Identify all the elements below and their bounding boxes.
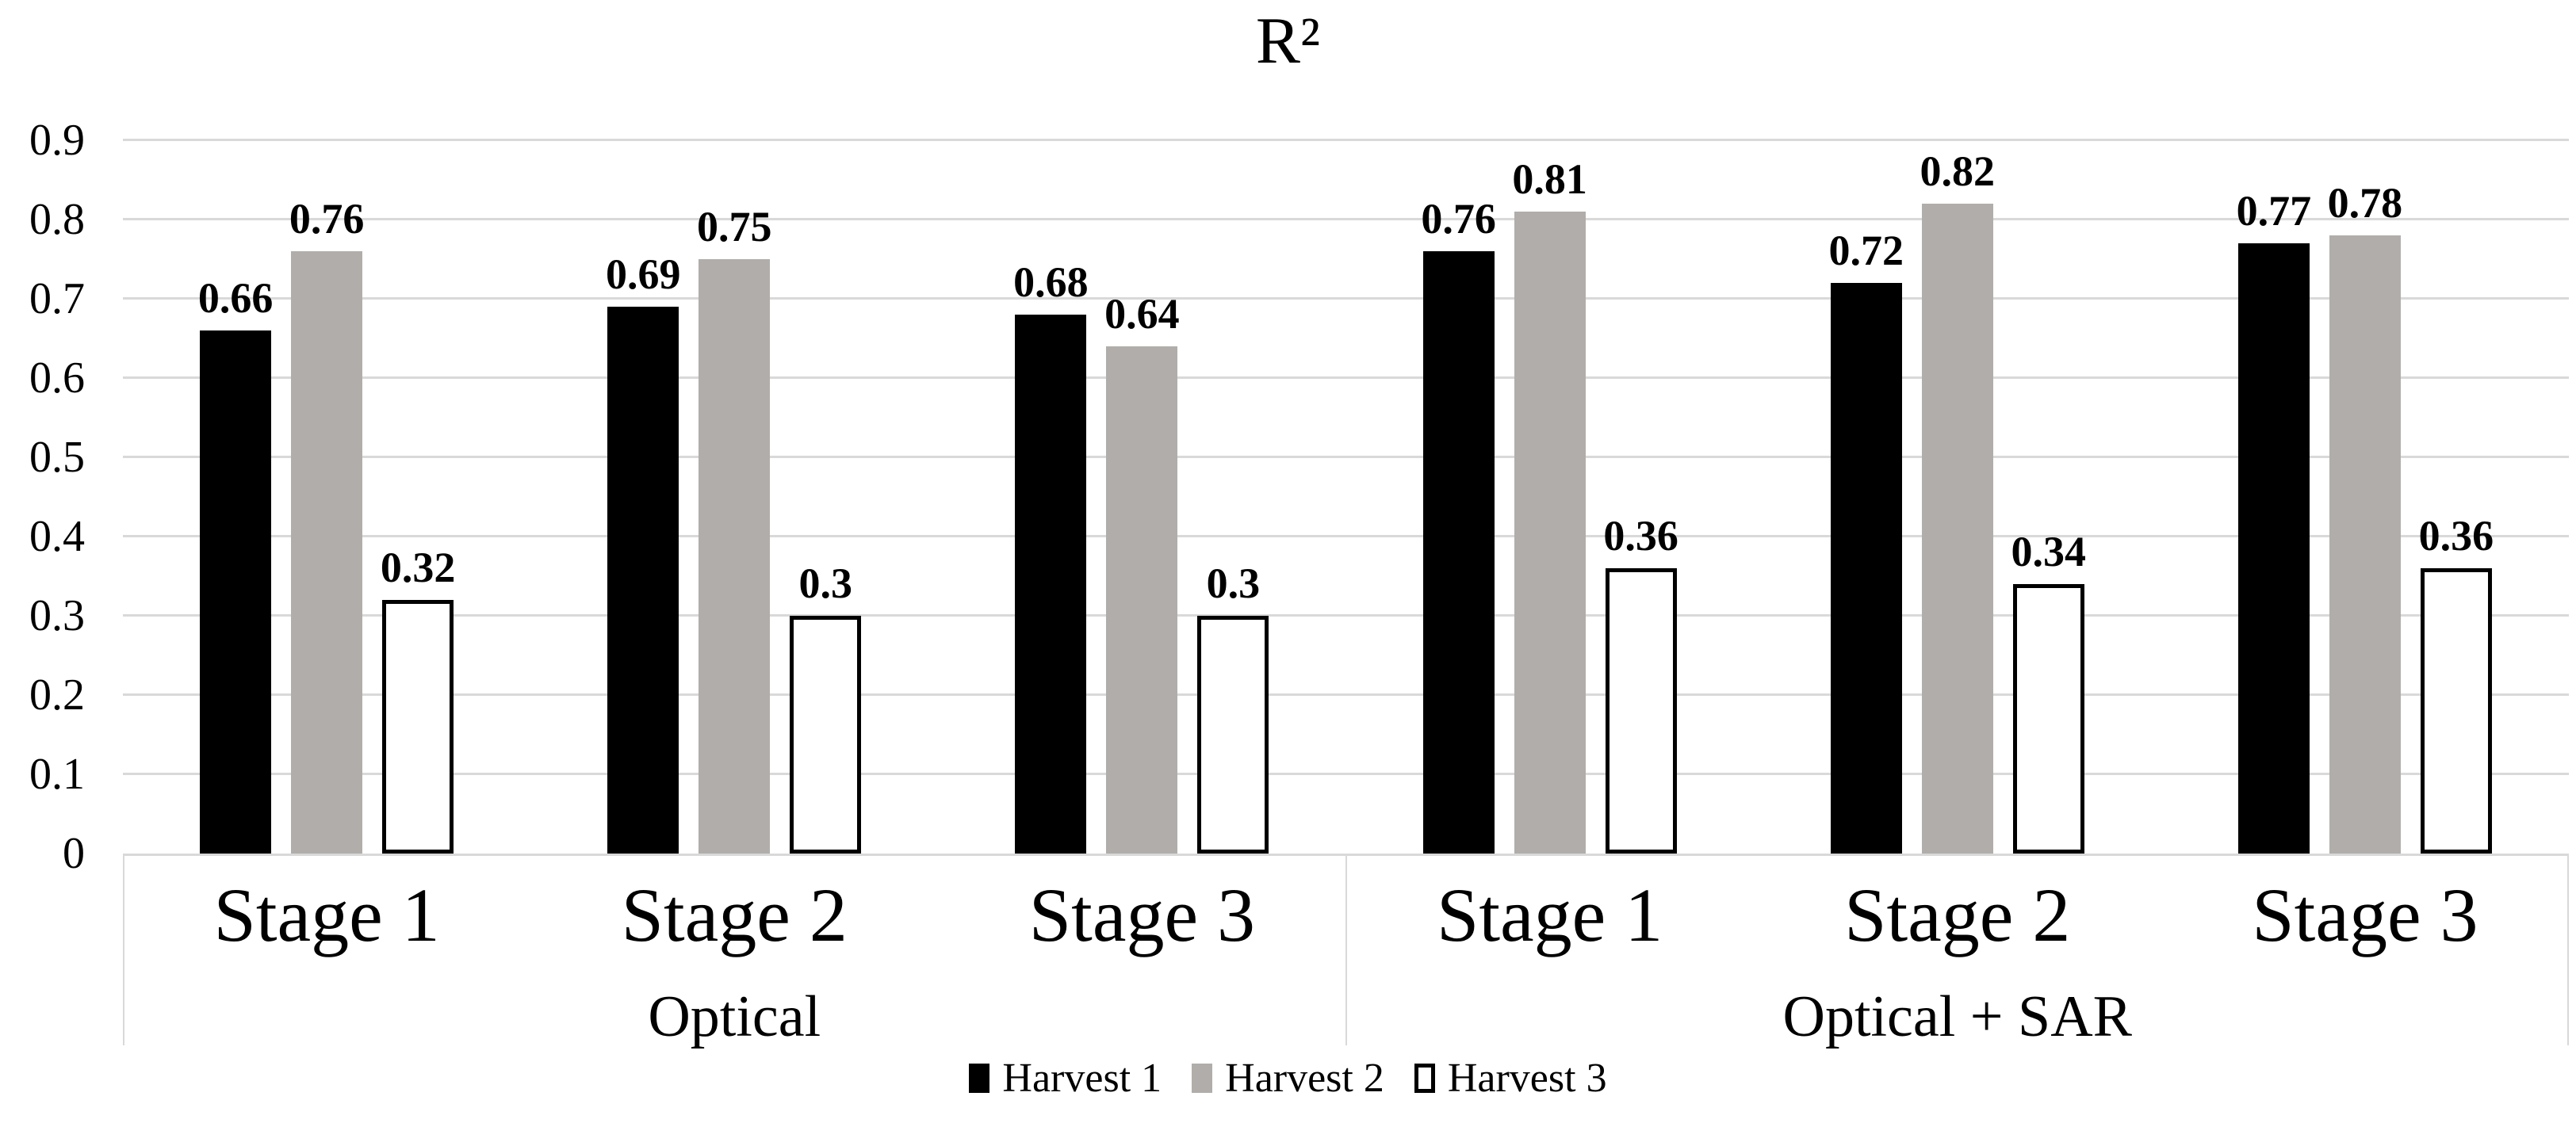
plot-area: 0.66 0.76 0.32 0.69 0.75 0.3 0.68 0.64 0.3 0.76 0.…: [123, 139, 2569, 856]
data-label: 0.78: [2327, 179, 2403, 227]
bar-harvest-3-slot-2: [790, 616, 862, 854]
x-axis-category-label: Stage 3: [1028, 873, 1256, 957]
gridline: [123, 139, 2569, 141]
data-label: 0.76: [1421, 195, 1496, 243]
legend-swatch: [1414, 1064, 1435, 1094]
y-axis-tick-label: 0.7: [29, 274, 85, 323]
gridline: [123, 614, 2569, 617]
legend-label: Harvest 2: [1225, 1056, 1384, 1101]
legend-item-harvest-2: Harvest 2: [1192, 1056, 1384, 1101]
x-axis-category-label: Stage 1: [1436, 873, 1663, 957]
y-axis-tick-label: 0.2: [29, 670, 85, 720]
bar-harvest-3-slot-3: [1197, 616, 1269, 854]
bar-harvest-1-slot-4: [1422, 251, 1495, 854]
bar-harvest-3-slot-6: [2420, 568, 2492, 854]
data-label: 0.3: [1206, 560, 1261, 607]
gridline: [123, 297, 2569, 300]
legend-label: Harvest 1: [1002, 1056, 1162, 1101]
x-axis: Stage 1 Stage 2 Stage 3 Stage 1 Stage 2 Stage…: [123, 854, 2569, 1060]
x-axis-category-label: Stage 2: [621, 873, 848, 957]
axis-bracket-line: [2567, 855, 2569, 1045]
legend-label: Harvest 3: [1447, 1056, 1607, 1101]
data-label: 0.3: [798, 560, 853, 607]
legend: Harvest 1 Harvest 2 Harvest 3: [0, 1056, 2576, 1101]
legend-swatch: [1192, 1064, 1213, 1094]
axis-bracket-line: [1345, 855, 1347, 1045]
y-axis-tick-label: 0: [63, 829, 85, 878]
bar-harvest-3-slot-5: [2012, 584, 2084, 854]
data-label: 0.36: [1603, 512, 1678, 560]
y-axis-tick-label: 0.6: [29, 353, 85, 403]
y-axis-tick-label: 0.3: [29, 591, 85, 640]
bar-harvest-2-slot-2: [699, 259, 771, 854]
bar-harvest-3-slot-4: [1605, 568, 1677, 854]
x-axis-group-label: Optical: [648, 984, 821, 1049]
data-label: 0.75: [697, 203, 772, 250]
y-axis-tick-label: 0.4: [29, 512, 85, 561]
x-axis-category-label: Stage 2: [1844, 873, 2071, 957]
gridline: [123, 535, 2569, 537]
bar-harvest-2-slot-4: [1514, 212, 1586, 854]
data-label: 0.32: [380, 544, 456, 591]
gridline: [123, 218, 2569, 220]
axis-bracket-line: [123, 855, 124, 1045]
legend-swatch: [969, 1064, 990, 1094]
x-axis-group-label: Optical + SAR: [1782, 984, 2133, 1049]
bar-harvest-2-slot-6: [2329, 235, 2401, 854]
legend-item-harvest-3: Harvest 3: [1414, 1056, 1607, 1101]
data-label: 0.77: [2236, 187, 2312, 235]
bar-harvest-3-slot-1: [382, 600, 454, 854]
bar-harvest-1-slot-1: [200, 330, 272, 854]
x-axis-category-label: Stage 3: [2252, 873, 2478, 957]
bar-harvest-2-slot-3: [1106, 346, 1178, 854]
data-label: 0.34: [2011, 528, 2087, 575]
legend-item-harvest-1: Harvest 1: [969, 1056, 1162, 1101]
gridline: [123, 456, 2569, 458]
bar-harvest-1-slot-2: [607, 307, 679, 854]
gridline: [123, 773, 2569, 775]
data-label: 0.76: [289, 195, 365, 243]
data-label: 0.68: [1013, 258, 1089, 306]
data-label: 0.72: [1828, 227, 1904, 274]
data-label: 0.66: [197, 274, 274, 322]
bar-harvest-1-slot-5: [1830, 283, 1902, 854]
y-axis-tick-label: 0.5: [29, 433, 85, 482]
bar-harvest-1-slot-6: [2237, 243, 2310, 854]
bar-harvest-2-slot-5: [1921, 204, 1993, 854]
y-axis-tick-label: 0.9: [29, 116, 85, 165]
chart-title: R²: [1255, 4, 1321, 78]
gridline: [123, 376, 2569, 379]
y-axis-tick-label: 0.8: [29, 195, 85, 244]
gridline: [123, 693, 2569, 696]
bar-harvest-2-slot-1: [291, 251, 363, 854]
y-axis-tick-label: 0.1: [29, 750, 85, 799]
data-label: 0.81: [1512, 155, 1587, 203]
data-label: 0.69: [606, 250, 681, 298]
data-label: 0.36: [2418, 512, 2494, 560]
y-axis: 0 0.1 0.2 0.3 0.4 0.5 0.6 0.7 0.8 0.9: [0, 118, 111, 876]
bar-harvest-1-slot-3: [1015, 315, 1087, 854]
x-axis-category-label: Stage 1: [213, 873, 440, 957]
data-label: 0.64: [1104, 290, 1180, 338]
data-label: 0.82: [1920, 147, 1996, 195]
